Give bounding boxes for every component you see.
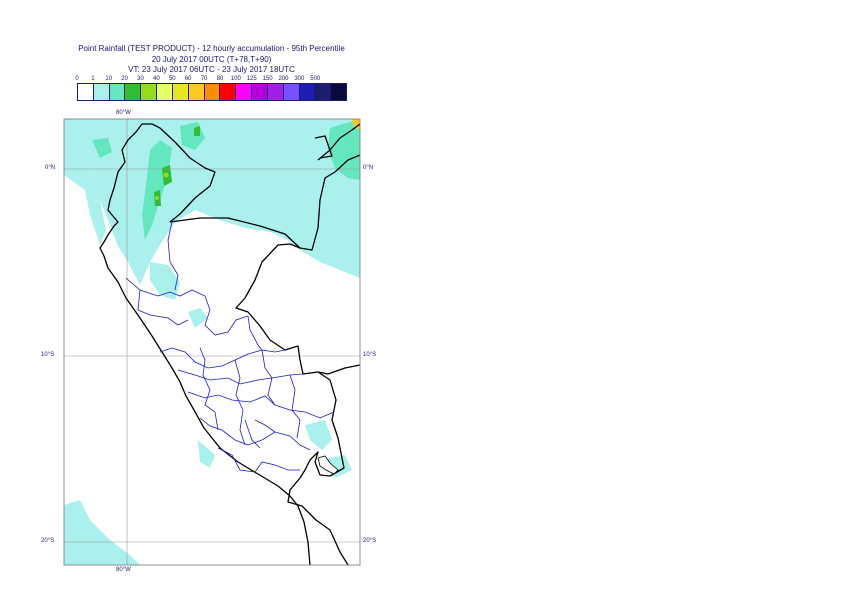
lat-label-0-right: 0°N (363, 165, 374, 171)
legend-swatch (109, 84, 126, 100)
legend-tick-label: 125 (246, 76, 257, 82)
rainfall-light-areas (64, 119, 360, 565)
legend-tick-label: 1 (91, 76, 95, 82)
legend-tick-label: 30 (137, 76, 144, 82)
lat-label-0-left: 0°N (45, 165, 56, 171)
rainfall-moderate-areas (92, 119, 360, 240)
region-boundaries (125, 221, 335, 473)
forecast-run: 20 July 2017 00UTC (T+78,T+90) (151, 55, 272, 64)
lat-label-20-right: 20°S (363, 538, 377, 544)
legend-tick-label: 150 (262, 76, 273, 82)
graticule (64, 119, 360, 565)
legend-swatch (299, 84, 316, 100)
legend-tick-label: 100 (230, 76, 241, 82)
legend-swatch (283, 84, 300, 100)
legend-tick-label: 60 (184, 76, 192, 82)
rainfall-peak-spots (155, 172, 169, 200)
legend-tick-label: 500 (310, 76, 321, 82)
legend-swatch (315, 84, 332, 100)
color-legend (77, 83, 347, 101)
legend-swatch (188, 84, 205, 100)
legend-swatch (78, 84, 94, 100)
map-frame (63, 118, 361, 566)
lat-label-10-right: 10°S (363, 352, 377, 358)
legend-swatch (125, 84, 142, 100)
legend-tick-label: 20 (121, 76, 128, 82)
legend-swatch (331, 84, 347, 100)
legend-tick-label: 80 (216, 76, 224, 82)
legend-tick-label: 0 (75, 76, 79, 82)
legend-swatch (267, 84, 284, 100)
legend-swatch (172, 84, 189, 100)
lat-label-10-left: 10°S (41, 352, 55, 358)
legend-swatch (252, 84, 268, 100)
lon-label-bottom: 80°W (116, 567, 131, 573)
legend-tick-label: 70 (200, 76, 208, 82)
legend-tick-label: 40 (153, 76, 160, 82)
lon-label-top: 80°W (116, 110, 131, 116)
legend-tick-label: 50 (168, 76, 176, 82)
legend-swatch (236, 84, 253, 100)
country-borders (99, 123, 360, 565)
legend-swatch (220, 84, 237, 100)
lat-label-20-left: 20°S (41, 538, 55, 544)
valid-time: VT: 23 July 2017 06UTC - 23 July 2017 18… (128, 65, 295, 74)
legend-swatch (141, 84, 158, 100)
legend-swatch (93, 84, 110, 100)
lake-titicaca (317, 455, 339, 475)
legend-swatch (204, 84, 221, 100)
legend-tick-label: 10 (105, 76, 113, 82)
legend-swatch (157, 84, 173, 100)
legend-tick-label: 200 (278, 76, 289, 82)
rainfall-extreme-spot (352, 119, 360, 130)
legend-tick-label: 300 (294, 76, 305, 82)
map-title: Point Rainfall (TEST PRODUCT) - 12 hourl… (78, 44, 345, 53)
